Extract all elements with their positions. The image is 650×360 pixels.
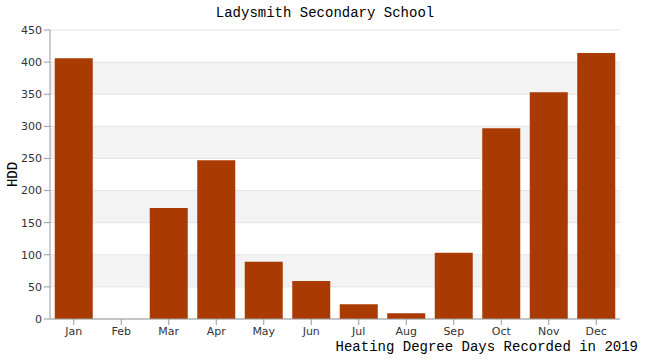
svg-text:Apr: Apr bbox=[207, 325, 227, 338]
svg-text:150: 150 bbox=[21, 217, 42, 230]
svg-text:50: 50 bbox=[28, 281, 42, 294]
svg-text:May: May bbox=[252, 325, 275, 338]
svg-text:300: 300 bbox=[21, 120, 42, 133]
svg-text:Oct: Oct bbox=[492, 325, 512, 338]
svg-text:Jul: Jul bbox=[351, 325, 365, 338]
svg-text:HDD: HDD bbox=[8, 162, 21, 187]
svg-text:450: 450 bbox=[21, 24, 42, 37]
svg-text:Jan: Jan bbox=[64, 325, 82, 338]
svg-text:200: 200 bbox=[21, 184, 42, 197]
html-text:Ladysmith Secondary School: Ladysmith Secondary School bbox=[215, 5, 435, 21]
svg-text:350: 350 bbox=[21, 88, 42, 101]
svg-text:Aug: Aug bbox=[396, 325, 417, 338]
svg-text:Dec: Dec bbox=[586, 325, 607, 338]
svg-text:Mar: Mar bbox=[158, 325, 179, 338]
svg-text:Feb: Feb bbox=[112, 325, 131, 338]
svg-text:Sep: Sep bbox=[443, 325, 464, 338]
html-text:Heating Degree Days Recorded i: Heating Degree Days Recorded in 2019 bbox=[335, 339, 638, 355]
svg-text:Jun: Jun bbox=[302, 325, 320, 338]
svg-text:Nov: Nov bbox=[538, 325, 560, 338]
svg-text:250: 250 bbox=[21, 152, 42, 165]
svg-text:400: 400 bbox=[21, 56, 42, 69]
svg-text:0: 0 bbox=[35, 313, 42, 326]
svg-text:100: 100 bbox=[21, 249, 42, 262]
